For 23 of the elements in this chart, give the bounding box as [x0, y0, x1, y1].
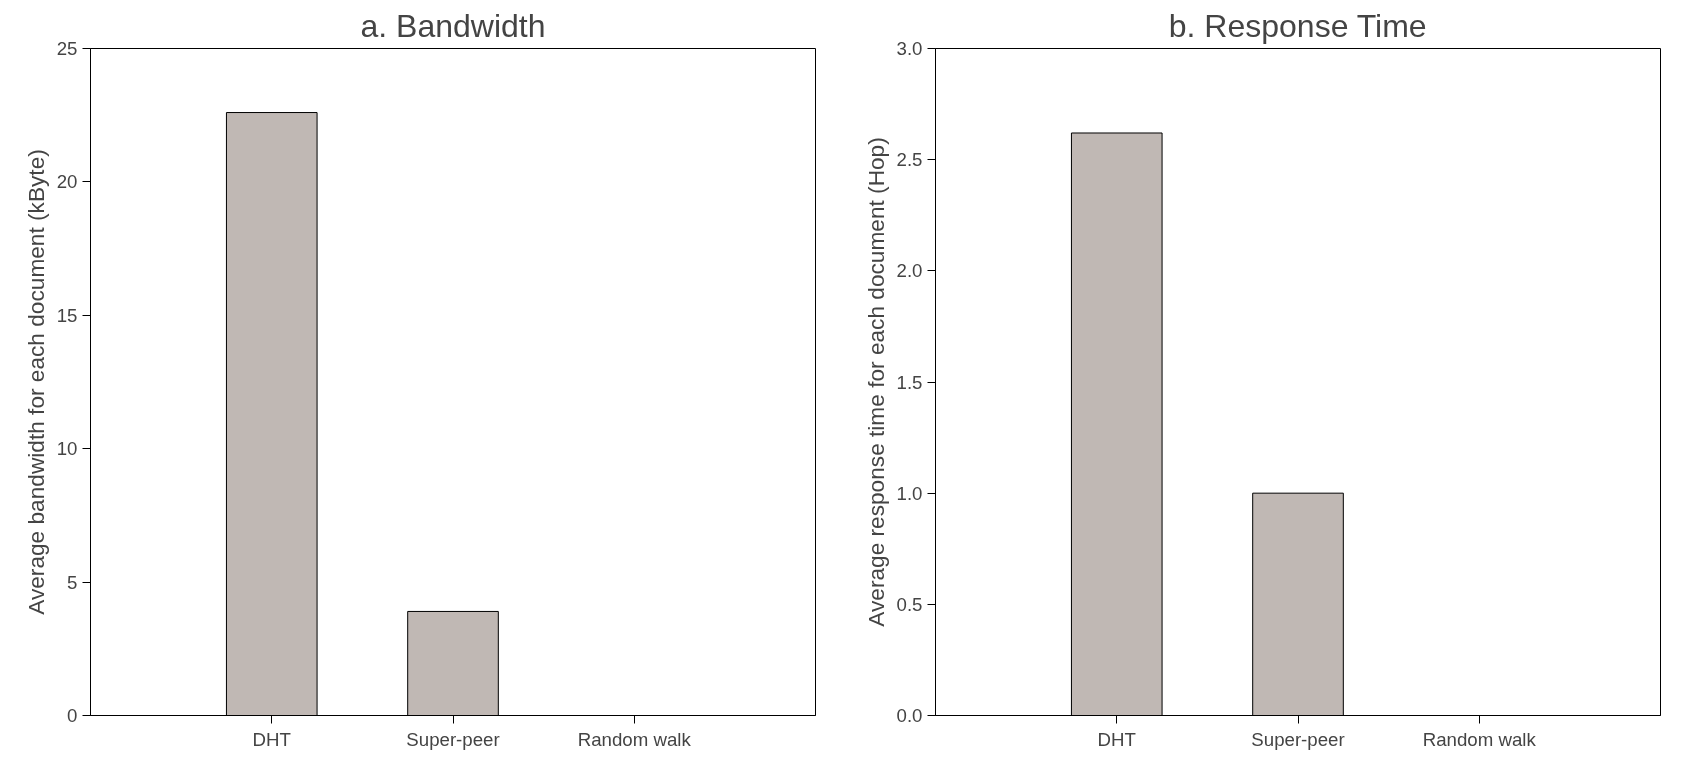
y-tick-label: 25 [56, 38, 78, 59]
x-tick-label: Super-peer [1251, 728, 1345, 750]
y-tick-label: 2.0 [896, 260, 923, 282]
x-tick-label: DHT [1097, 728, 1136, 750]
y-tick-label: 0.0 [896, 705, 923, 726]
y-axis-title: Average response time for each document (Hop) [862, 137, 889, 627]
y-tick-label: 0.5 [896, 593, 923, 615]
y-tick-label: 3.0 [896, 38, 923, 59]
y-tick-label: 5 [67, 571, 78, 593]
y-tick-label: 20 [56, 171, 78, 193]
x-tick-label: Random walk [1422, 728, 1537, 750]
y-tick-label: 0 [67, 705, 78, 726]
chart-title: a. Bandwidth [360, 7, 546, 44]
y-tick-label: 10 [56, 438, 78, 460]
y-tick-label: 1.0 [896, 482, 923, 504]
y-tick-label: 1.5 [896, 371, 923, 393]
y-axis-title: Average bandwidth for each document (kByte) [22, 149, 49, 615]
x-tick-label: Random walk [577, 728, 692, 750]
chart-title: b. Response Time [1168, 7, 1427, 44]
x-tick-label: Super-peer [406, 728, 500, 750]
y-tick-label: 15 [56, 304, 78, 326]
y-tick-label: 2.5 [896, 149, 923, 171]
x-tick-label: DHT [252, 728, 291, 750]
